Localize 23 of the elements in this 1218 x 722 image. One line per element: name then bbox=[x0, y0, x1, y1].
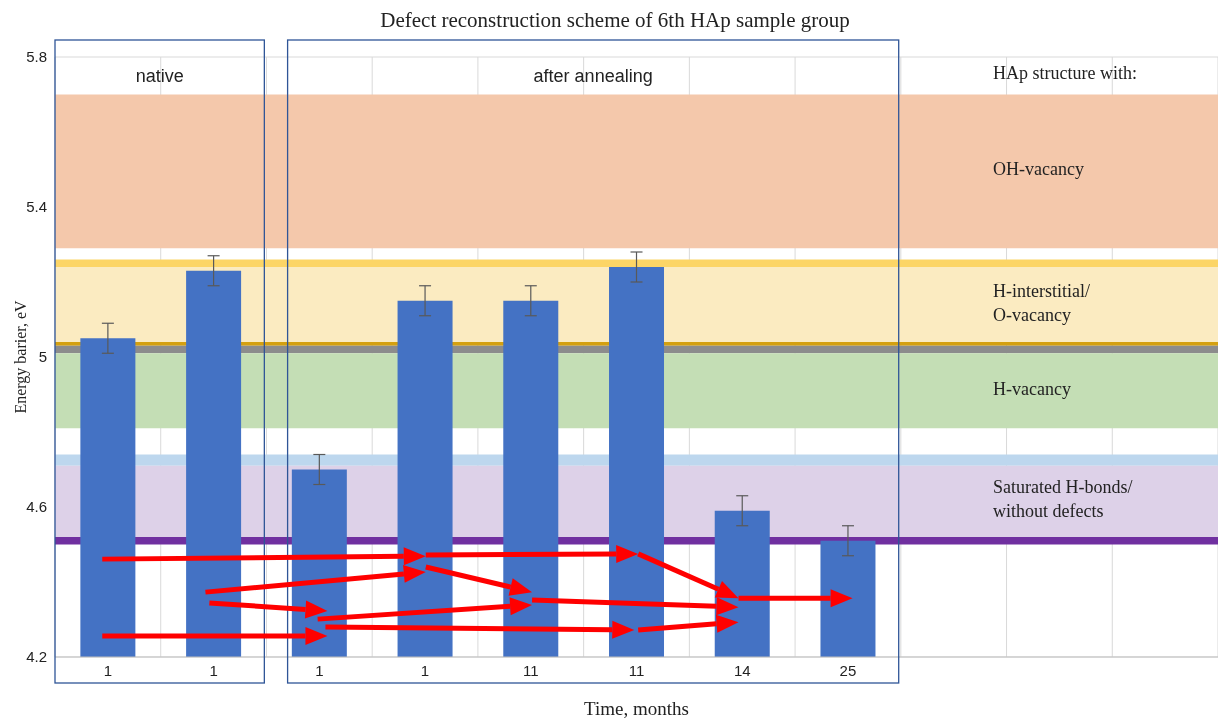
annotation: native bbox=[135, 66, 184, 86]
y-tick-label: 4.2 bbox=[26, 648, 47, 666]
band-label: H-interstitial/O-vacancy bbox=[993, 280, 1090, 325]
y-axis-title: Energy barier, eV bbox=[11, 299, 30, 414]
x-tick-label: 1 bbox=[209, 661, 218, 679]
x-tick-label: 1 bbox=[103, 661, 113, 679]
x-tick-label: 25 bbox=[839, 661, 857, 679]
band-label: H-vacancy bbox=[993, 378, 1071, 399]
x-tick-label: 11 bbox=[628, 661, 645, 679]
y-tick-label: 5.4 bbox=[26, 198, 47, 216]
chart-title: Defect reconstruction scheme of 6th HAp sample group bbox=[379, 8, 851, 33]
y-tick-label: 4.6 bbox=[26, 498, 47, 516]
x-tick-label: 1 bbox=[420, 661, 430, 679]
band-label: Saturated H-bonds/without defects bbox=[993, 477, 1133, 522]
x-axis-title: Time, months bbox=[584, 698, 689, 719]
x-tick-label: 14 bbox=[733, 661, 751, 679]
band-label: OH-vacancy bbox=[993, 159, 1084, 180]
annotation: after annealing bbox=[533, 66, 653, 86]
y-tick-label: 5 bbox=[38, 348, 47, 366]
x-tick-label: 1 bbox=[315, 661, 324, 679]
annotation: HAp structure with: bbox=[993, 63, 1137, 83]
y-tick-label: 5.8 bbox=[26, 48, 47, 66]
x-tick-label: 11 bbox=[522, 661, 539, 679]
